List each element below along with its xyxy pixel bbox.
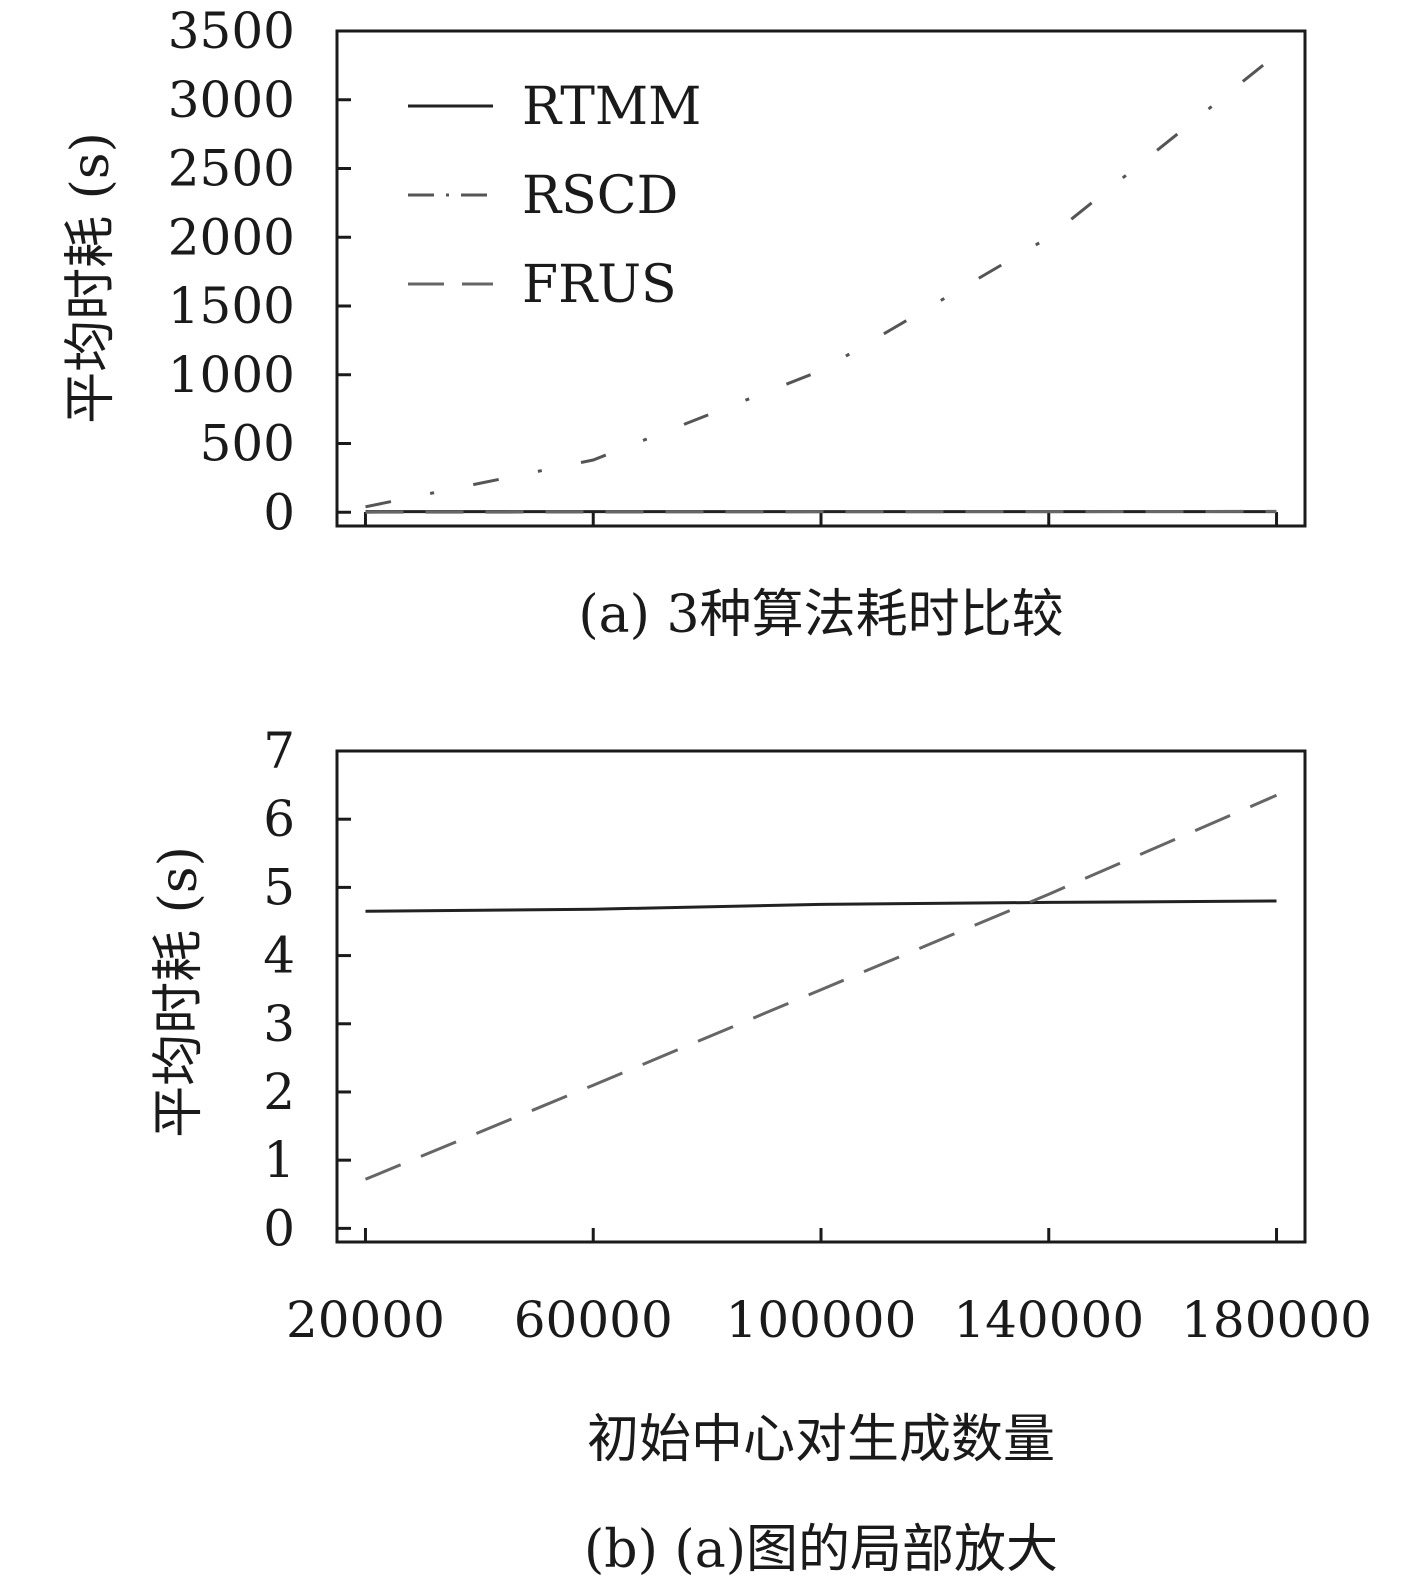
legend-label-frus: FRUS bbox=[522, 255, 677, 315]
y-tick-label-a-5: 2500 bbox=[168, 140, 295, 198]
x-axis-label-b: 初始中心对生成数量 bbox=[587, 1410, 1055, 1470]
y-tick-label-a-7: 3500 bbox=[168, 2, 295, 60]
panel-b: 0 1 2 3 4 5 6 7 20000 60000 100000 140000 180000 平均… bbox=[149, 722, 1372, 1580]
y-axis-ticks-a: 0 500 1000 1500 2000 2500 3000 3500 bbox=[168, 2, 351, 541]
x-tick-label-b-3: 140000 bbox=[953, 1291, 1144, 1349]
y-axis-label-a: 平均时耗 (s) bbox=[61, 132, 121, 424]
x-tick-label-b-4: 180000 bbox=[1181, 1291, 1372, 1349]
x-tick-label-b-1: 60000 bbox=[514, 1291, 673, 1349]
y-tick-label-a-4: 2000 bbox=[168, 208, 295, 266]
series-frus-a bbox=[365, 509, 1277, 514]
y-tick-label-a-3: 1500 bbox=[168, 277, 295, 335]
y-tick-label-b-5: 5 bbox=[263, 858, 295, 916]
y-tick-label-b-6: 6 bbox=[263, 790, 295, 848]
panel-a: 0 500 1000 1500 2000 2500 3000 3500 RTMM RSCD F… bbox=[61, 2, 1307, 645]
series-rtmm-b bbox=[365, 899, 1277, 913]
y-axis-label-b: 平均时耗 (s) bbox=[149, 846, 209, 1138]
y-tick-label-b-1: 1 bbox=[263, 1131, 295, 1189]
caption-a: (a) 3种算法耗时比较 bbox=[578, 585, 1063, 645]
caption-b: (b) (a)图的局部放大 bbox=[584, 1520, 1058, 1580]
series-rscd-a bbox=[365, 53, 1278, 509]
y-tick-label-b-2: 2 bbox=[263, 1063, 295, 1121]
plot-frame-b bbox=[335, 749, 1307, 1244]
legend-label-rscd: RSCD bbox=[522, 166, 678, 226]
y-tick-label-a-1: 500 bbox=[200, 415, 295, 473]
legend-label-rtmm: RTMM bbox=[522, 77, 701, 137]
x-axis-ticks-b: 20000 60000 100000 140000 180000 bbox=[286, 1228, 1372, 1349]
legend-a: RTMM RSCD FRUS bbox=[408, 77, 701, 315]
series-frus-b bbox=[364, 793, 1278, 1181]
y-tick-label-b-0: 0 bbox=[263, 1199, 295, 1257]
y-tick-label-b-7: 7 bbox=[263, 722, 295, 780]
x-axis-ticks-a bbox=[363, 512, 1279, 526]
y-tick-label-b-3: 3 bbox=[263, 995, 295, 1053]
y-tick-label-a-6: 3000 bbox=[168, 71, 295, 129]
series-lines-a bbox=[365, 53, 1278, 514]
y-tick-label-a-2: 1000 bbox=[168, 346, 295, 404]
x-tick-label-b-2: 100000 bbox=[726, 1291, 917, 1349]
x-tick-label-b-0: 20000 bbox=[286, 1291, 445, 1349]
y-tick-label-a-0: 0 bbox=[263, 483, 295, 541]
y-axis-ticks-b: 0 1 2 3 4 5 6 7 bbox=[263, 722, 351, 1257]
y-tick-label-b-4: 4 bbox=[263, 927, 295, 985]
series-lines-b bbox=[364, 793, 1278, 1181]
